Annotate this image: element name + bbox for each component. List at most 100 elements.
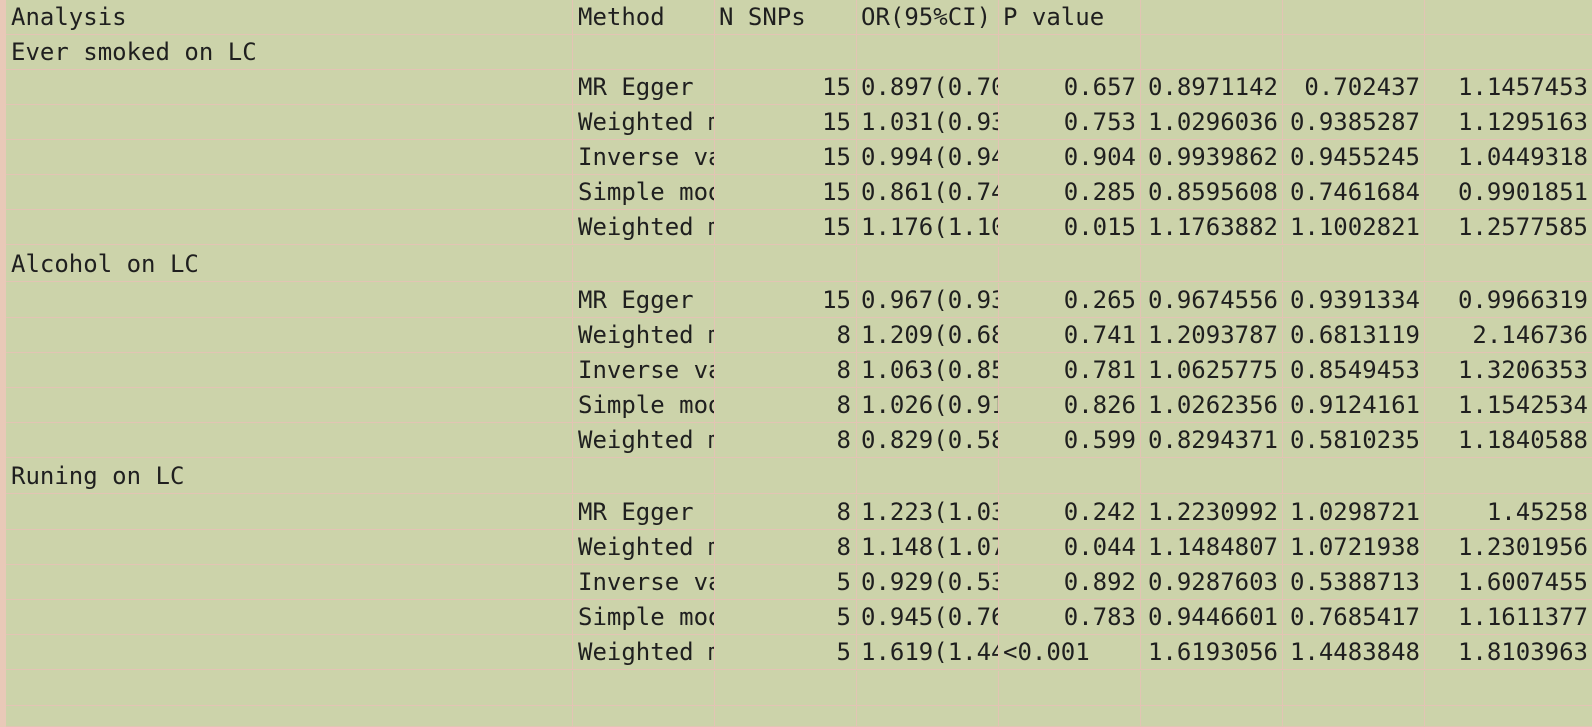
or-ci-cell[interactable]: 0.929(0.53 [857,565,999,600]
upper-ci-cell[interactable]: 1.0449318 [1457,143,1588,171]
cell[interactable] [1141,671,1283,706]
upper-ci-cell[interactable]: 0.9966319 [1457,286,1588,314]
or-ci-cell[interactable]: 0.829(0.58 [857,423,999,458]
estimate-cell[interactable]: 0.8971142 [1141,70,1283,105]
upper-ci-cell[interactable]: 1.2301956 [1457,533,1588,561]
method-cell[interactable]: Weighted m [573,318,715,353]
header-analysis[interactable]: Analysis [6,0,573,35]
cell[interactable] [999,35,1141,70]
analysis-cell[interactable] [6,353,573,388]
method-cell[interactable]: Weighted m [573,423,715,458]
estimate-cell[interactable]: 0.9446601 [1141,600,1283,635]
method-cell[interactable]: Simple mod [573,388,715,423]
cell[interactable] [1283,706,1425,727]
cell[interactable] [573,671,715,706]
pvalue-cell[interactable]: 0.892 [999,565,1141,600]
nsnps-cell[interactable]: 5 [715,565,857,600]
analysis-cell[interactable] [6,423,573,458]
cell[interactable] [1141,706,1283,727]
or-ci-cell[interactable]: 1.026(0.91 [857,388,999,423]
cell[interactable] [573,459,715,494]
cell[interactable] [715,706,857,727]
analysis-cell[interactable] [6,70,573,105]
cell[interactable] [715,35,857,70]
nsnps-cell[interactable]: 15 [715,70,857,105]
estimate-cell[interactable]: 1.6193056 [1141,635,1283,670]
cell[interactable] [857,247,999,282]
group-label[interactable]: Alcohol on LC [6,247,573,282]
analysis-cell[interactable] [6,105,573,140]
lower-ci-cell[interactable]: 1.0721938 [1283,530,1425,565]
or-ci-cell[interactable]: 1.148(1.07 [857,530,999,565]
cell[interactable] [999,459,1141,494]
method-cell[interactable]: Simple mod [573,175,715,210]
pvalue-cell[interactable]: 0.783 [999,600,1141,635]
lower-ci-cell[interactable]: 0.9385287 [1283,105,1425,140]
lower-ci-cell[interactable]: 0.9391334 [1283,283,1425,318]
pvalue-cell[interactable]: <0.001 [999,635,1141,670]
cell[interactable] [999,671,1141,706]
method-cell[interactable]: Weighted m [573,530,715,565]
nsnps-cell[interactable]: 15 [715,105,857,140]
or-ci-cell[interactable]: 1.619(1.44 [857,635,999,670]
analysis-cell[interactable] [6,495,573,530]
analysis-cell[interactable] [6,210,573,245]
analysis-cell[interactable] [6,565,573,600]
cell[interactable] [1425,35,1592,70]
lower-ci-cell[interactable]: 0.5388713 [1283,565,1425,600]
estimate-cell[interactable]: 1.1484807 [1141,530,1283,565]
method-cell[interactable]: MR Egger [573,283,715,318]
cell[interactable] [999,706,1141,727]
cell[interactable] [1425,459,1592,494]
or-ci-cell[interactable]: 0.945(0.76 [857,600,999,635]
pvalue-cell[interactable]: 0.826 [999,388,1141,423]
or-ci-cell[interactable]: 0.967(0.93 [857,283,999,318]
pvalue-cell[interactable]: 0.657 [999,70,1141,105]
group-label[interactable]: Runing on LC [6,459,573,494]
analysis-cell[interactable] [6,530,573,565]
upper-ci-cell[interactable]: 1.1542534 [1457,391,1588,419]
or-ci-cell[interactable]: 0.861(0.74 [857,175,999,210]
cell[interactable] [1283,671,1425,706]
cell[interactable] [1425,247,1592,282]
group-label[interactable]: Ever smoked on LC [6,35,573,70]
upper-ci-cell[interactable]: 1.45258 [1486,498,1588,526]
cell[interactable] [1141,247,1283,282]
lower-ci-cell[interactable]: 0.7685417 [1283,600,1425,635]
lower-ci-cell[interactable]: 0.702437 [1283,70,1425,105]
cell[interactable] [1141,35,1283,70]
upper-ci-cell[interactable]: 1.3206353 [1457,356,1588,384]
estimate-cell[interactable]: 1.1763882 [1141,210,1283,245]
cell[interactable] [1425,706,1592,727]
method-cell[interactable]: Inverse va [573,140,715,175]
method-cell[interactable]: Inverse va [573,353,715,388]
analysis-cell[interactable] [6,388,573,423]
nsnps-cell[interactable]: 15 [715,175,857,210]
pvalue-cell[interactable]: 0.015 [999,210,1141,245]
header-empty-g[interactable] [1283,0,1425,35]
or-ci-cell[interactable]: 0.994(0.94 [857,140,999,175]
upper-ci-cell[interactable]: 1.1840588 [1457,426,1588,454]
cell[interactable] [573,247,715,282]
nsnps-cell[interactable]: 15 [715,283,857,318]
nsnps-cell[interactable]: 5 [715,600,857,635]
analysis-cell[interactable] [6,140,573,175]
cell[interactable] [857,35,999,70]
or-ci-cell[interactable]: 1.063(0.85 [857,353,999,388]
lower-ci-cell[interactable]: 0.6813119 [1283,318,1425,353]
header-or-ci[interactable]: OR(95%CI) [857,0,999,35]
header-empty-h[interactable] [1425,0,1592,35]
or-ci-cell[interactable]: 0.897(0.70 [857,70,999,105]
header-pvalue[interactable]: P value [999,0,1141,35]
cell[interactable] [857,671,999,706]
estimate-cell[interactable]: 1.0625775 [1141,353,1283,388]
cell[interactable] [857,706,999,727]
method-cell[interactable]: MR Egger [573,70,715,105]
cell[interactable] [999,247,1141,282]
nsnps-cell[interactable]: 15 [715,210,857,245]
pvalue-cell[interactable]: 0.741 [999,318,1141,353]
estimate-cell[interactable]: 0.8294371 [1141,423,1283,458]
nsnps-cell[interactable]: 8 [715,423,857,458]
lower-ci-cell[interactable]: 0.8549453 [1283,353,1425,388]
cell[interactable] [1283,35,1425,70]
